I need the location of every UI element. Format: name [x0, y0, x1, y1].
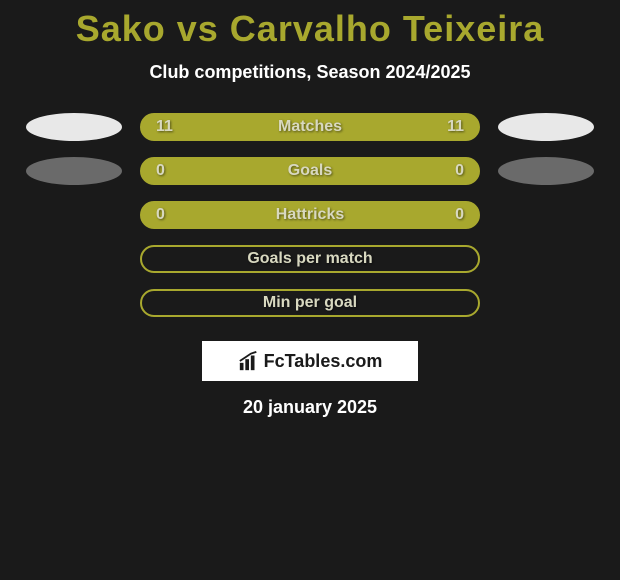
stat-label: Goals: [288, 162, 332, 180]
spacer: [26, 201, 122, 229]
stat-label: Min per goal: [263, 294, 357, 312]
stat-bar: Goals per match: [140, 245, 480, 273]
stat-label: Matches: [278, 118, 342, 136]
stat-bar: 0 Hattricks 0: [140, 201, 480, 229]
left-value: 0: [156, 206, 165, 224]
stats-rows: 11 Matches 11 0 Goals 0 0 Hattricks 0 Goals per m…: [0, 113, 620, 317]
spacer: [26, 245, 122, 273]
stat-bar: Min per goal: [140, 289, 480, 317]
stat-bar: 11 Matches 11: [140, 113, 480, 141]
date-label: 20 january 2025: [0, 397, 620, 418]
stat-bar: 0 Goals 0: [140, 157, 480, 185]
brand-text: FcTables.com: [264, 351, 383, 372]
stat-row: 11 Matches 11: [0, 113, 620, 141]
left-value: 11: [156, 118, 173, 136]
page-title: Sako vs Carvalho Teixeira: [0, 8, 620, 50]
spacer: [26, 289, 122, 317]
stat-label: Goals per match: [247, 250, 372, 268]
right-value: 11: [447, 118, 464, 136]
brand-box: FcTables.com: [202, 341, 418, 381]
stat-label: Hattricks: [276, 206, 344, 224]
stat-row: 0 Hattricks 0: [0, 201, 620, 229]
left-ellipse: [26, 157, 122, 185]
stat-row: Min per goal: [0, 289, 620, 317]
stats-comparison-card: Sako vs Carvalho Teixeira Club competiti…: [0, 0, 620, 418]
right-value: 0: [455, 206, 464, 224]
season-subtitle: Club competitions, Season 2024/2025: [0, 62, 620, 83]
stat-row: 0 Goals 0: [0, 157, 620, 185]
left-ellipse: [26, 113, 122, 141]
stat-row: Goals per match: [0, 245, 620, 273]
right-ellipse: [498, 157, 594, 185]
chart-icon: [238, 350, 260, 372]
left-value: 0: [156, 162, 165, 180]
spacer: [498, 289, 594, 317]
right-ellipse: [498, 113, 594, 141]
brand-label: FcTables.com: [238, 350, 383, 372]
spacer: [498, 201, 594, 229]
right-value: 0: [455, 162, 464, 180]
spacer: [498, 245, 594, 273]
